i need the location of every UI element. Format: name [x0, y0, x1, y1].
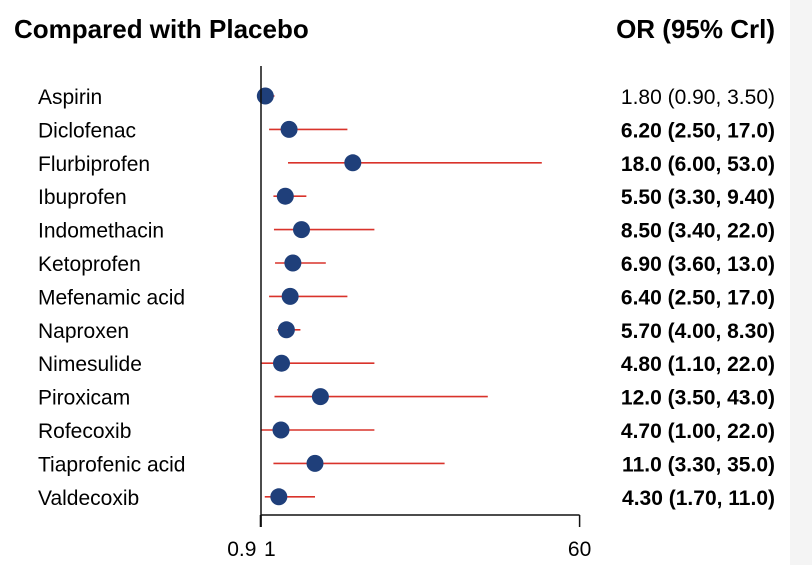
or-ci-text: 12.0 (3.50, 43.0) [621, 387, 775, 410]
or-point [272, 421, 290, 439]
or-point [273, 354, 291, 372]
or-ci-text: 18.0 (6.00, 53.0) [621, 153, 775, 176]
or-ci-text: 6.90 (3.60, 13.0) [621, 253, 775, 276]
row-label: Mefenamic acid [38, 286, 185, 309]
or-ci-text: 5.50 (3.30, 9.40) [621, 186, 775, 209]
row-label: Valdecoxib [38, 487, 139, 510]
forest-row: Flurbiprofen 18.0 (6.00, 53.0) [38, 153, 775, 176]
or-ci-text: 4.70 (1.00, 22.0) [621, 420, 775, 443]
or-point [276, 187, 294, 205]
forest-row: Tiaprofenic acid 11.0 (3.30, 35.0) [38, 453, 775, 476]
or-point [281, 287, 299, 305]
page-edge-strip [790, 0, 812, 565]
forest-row: Diclofenac 6.20 (2.50, 17.0) [38, 119, 775, 142]
x-tick-label: 60 [568, 538, 591, 561]
or-point [311, 388, 329, 406]
row-label: Ketoprofen [38, 253, 141, 276]
row-label: Rofecoxib [38, 420, 131, 443]
forest-row: Naproxen 5.70 (4.00, 8.30) [38, 320, 775, 343]
or-point [277, 321, 295, 339]
header-left-title: Compared with Placebo [14, 14, 309, 44]
or-ci-text: 6.20 (2.50, 17.0) [621, 119, 775, 142]
rows-layer: Aspirin 1.80 (0.90, 3.50) Diclofenac 6.20 (… [38, 86, 775, 510]
forest-row: Ketoprofen 6.90 (3.60, 13.0) [38, 253, 775, 276]
or-ci-text: 5.70 (4.00, 8.30) [621, 320, 775, 343]
or-ci-text: 11.0 (3.30, 35.0) [622, 453, 775, 476]
forest-row: Rofecoxib 4.70 (1.00, 22.0) [38, 420, 775, 443]
row-label: Tiaprofenic acid [38, 453, 185, 476]
or-point [270, 488, 288, 506]
row-label: Aspirin [38, 86, 102, 109]
forest-row: Nimesulide 4.80 (1.10, 22.0) [38, 353, 775, 376]
row-label: Flurbiprofen [38, 153, 150, 176]
or-ci-text: 1.80 (0.90, 3.50) [621, 86, 775, 109]
row-label: Ibuprofen [38, 186, 127, 209]
or-ci-text: 4.30 (1.70, 11.0) [622, 487, 775, 510]
forest-row: Aspirin 1.80 (0.90, 3.50) [38, 86, 775, 109]
forest-row: Piroxicam 12.0 (3.50, 43.0) [38, 387, 775, 410]
x-tick-label: 0.9 [227, 538, 256, 561]
forest-row: Indomethacin 8.50 (3.40, 22.0) [38, 220, 775, 243]
or-point [280, 120, 298, 138]
or-ci-text: 6.40 (2.50, 17.0) [621, 286, 775, 309]
x-axis: 0.9 1 60 [227, 66, 591, 561]
or-ci-text: 4.80 (1.10, 22.0) [621, 353, 775, 376]
or-point [344, 154, 362, 172]
x-tick-label: 1 [264, 538, 276, 561]
forest-row: Mefenamic acid 6.40 (2.50, 17.0) [38, 286, 775, 309]
or-point [256, 87, 274, 105]
or-point [306, 454, 324, 472]
row-label: Nimesulide [38, 353, 142, 376]
forest-row: Valdecoxib 4.30 (1.70, 11.0) [38, 487, 775, 510]
or-point [284, 254, 302, 272]
forest-row: Ibuprofen 5.50 (3.30, 9.40) [38, 186, 775, 209]
or-point [293, 221, 310, 239]
row-label: Indomethacin [38, 220, 164, 243]
row-label: Diclofenac [38, 119, 136, 142]
header-right-title: OR (95% Crl) [616, 14, 775, 44]
row-label: Naproxen [38, 320, 129, 343]
row-label: Piroxicam [38, 387, 130, 410]
or-ci-text: 8.50 (3.40, 22.0) [621, 220, 775, 243]
